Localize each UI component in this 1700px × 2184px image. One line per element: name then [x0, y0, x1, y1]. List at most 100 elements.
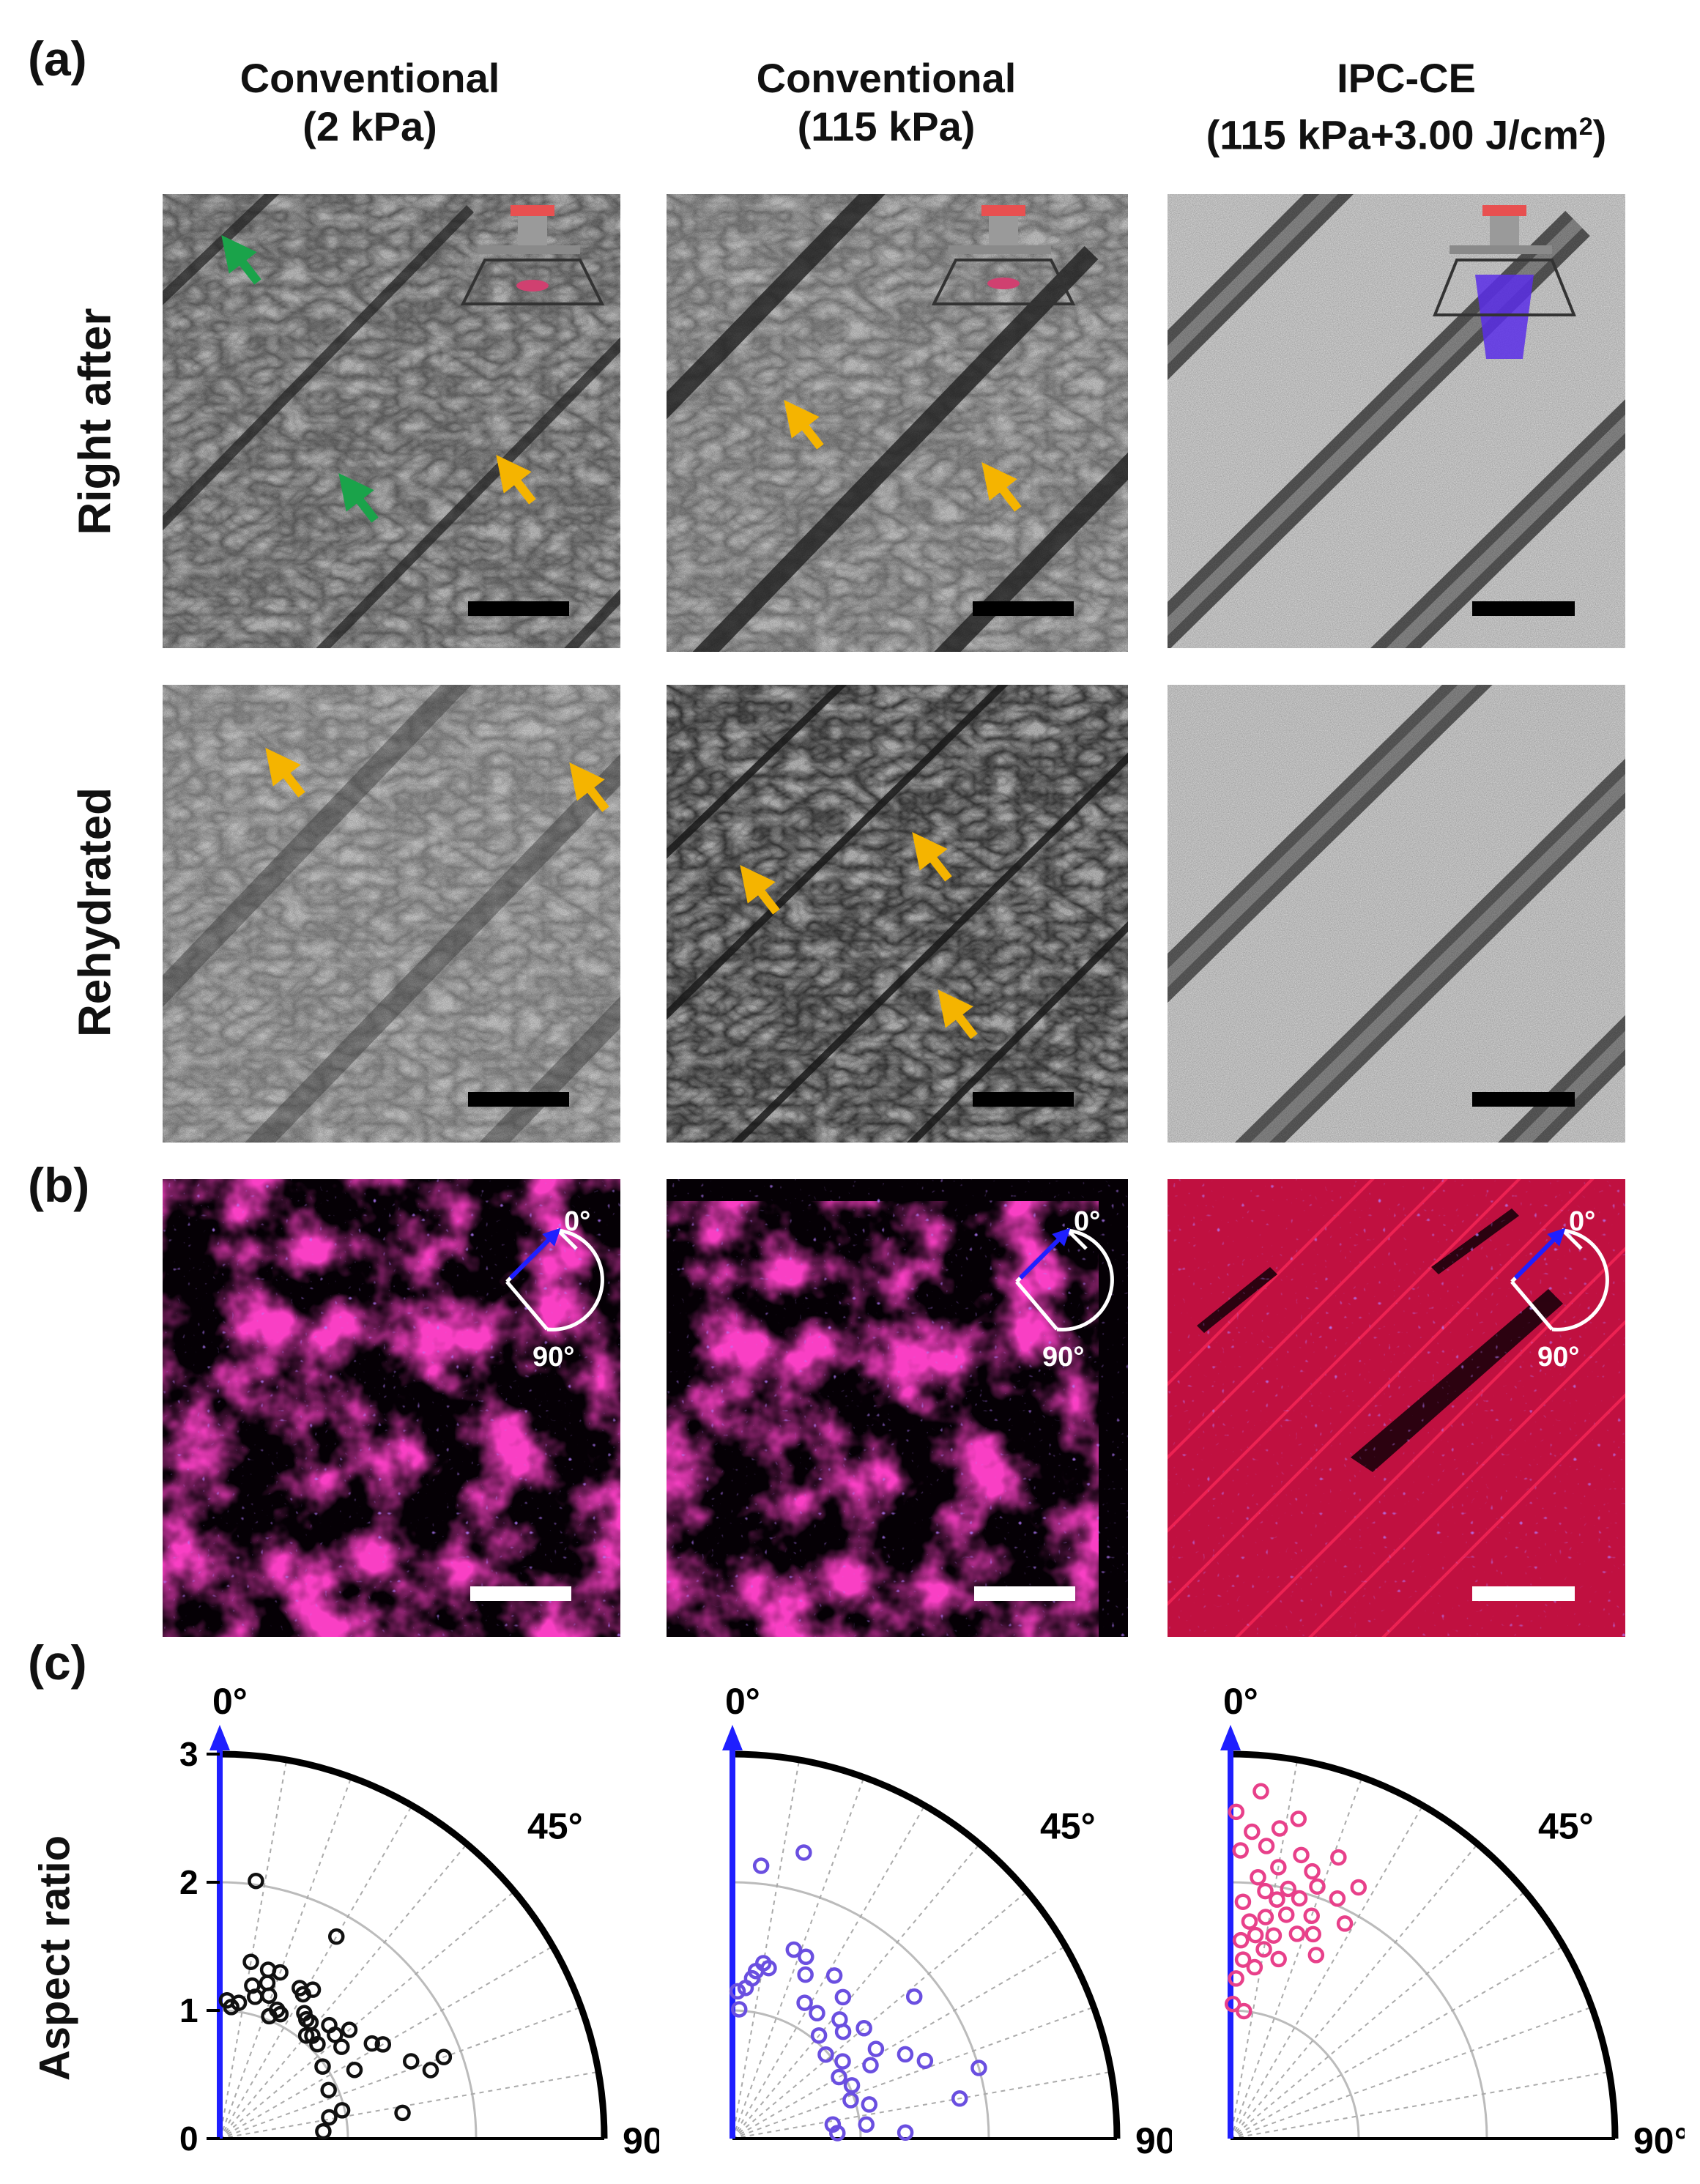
data-point: [1232, 1931, 1250, 1949]
data-point: [1309, 1878, 1326, 1895]
data-point: [1304, 1925, 1322, 1943]
data-point: [834, 2023, 852, 2040]
panel-label-a: (a): [28, 31, 87, 86]
data-point: [1280, 1880, 1296, 1898]
radial-gridline: [732, 2009, 862, 2139]
data-point: [1330, 1849, 1347, 1866]
data-point: [272, 2005, 289, 2023]
data-point: [842, 2092, 859, 2109]
angular-gridline: [219, 1777, 352, 2139]
data-point: [1234, 1951, 1252, 1968]
data-point: [897, 2046, 914, 2063]
data-point: [1257, 1882, 1274, 1900]
fluorescence-ipcce: 0° 90°: [1168, 1179, 1625, 1637]
scale-bar: [1472, 1586, 1575, 1601]
micrograph-conv115-right-after: [667, 194, 1128, 652]
scale-bar: [1472, 1092, 1575, 1107]
data-point: [1336, 1915, 1354, 1932]
angular-gridline: [1230, 2070, 1610, 2139]
data-point: [248, 1872, 264, 1890]
wrinkle-arrow: [912, 832, 952, 882]
angular-gridline: [1230, 1805, 1424, 2139]
data-point: [951, 2090, 968, 2107]
data-point: [297, 2027, 315, 2044]
micrograph-conv2-rehydrated: [163, 685, 620, 1143]
column-heading-2-line1: Conventional: [756, 55, 1017, 101]
angular-gridline: [1230, 1890, 1526, 2139]
column-heading-1-line2: (2 kPa): [302, 103, 437, 149]
angular-gridline: [732, 2006, 1094, 2139]
angle-label-90: 90°: [623, 2120, 659, 2161]
zero-degree-arrowhead: [1220, 1725, 1241, 1750]
angular-gridline: [219, 1805, 413, 2139]
scale-bar: [1472, 601, 1575, 616]
data-point: [1271, 1820, 1288, 1837]
data-point: [333, 2038, 350, 2055]
angular-gridline: [732, 1843, 981, 2139]
data-point: [1265, 1927, 1283, 1944]
column-heading-3-sup: 2: [1578, 113, 1593, 141]
orientation-90-label: 90°: [1042, 1342, 1084, 1373]
data-point: [825, 1967, 843, 1984]
data-point: [897, 2124, 914, 2142]
scale-bar: [974, 1586, 1075, 1601]
data-point: [809, 2005, 825, 2022]
data-point: [834, 2053, 851, 2070]
data-point: [320, 2081, 337, 2099]
data-point: [1269, 1891, 1285, 1908]
data-point: [1247, 1926, 1264, 1944]
polar-chart-3: 0° 45° 90°: [1220, 1681, 1685, 2161]
data-point: [1232, 1842, 1249, 1859]
orientation-90-label: 90°: [532, 1342, 574, 1373]
data-point: [1270, 1859, 1287, 1876]
chart-ylabel: Aspect ratio: [31, 1835, 79, 2081]
data-point: [831, 2068, 847, 2086]
angular-gridline: [1230, 1777, 1363, 2139]
angular-gridline: [219, 2006, 582, 2139]
data-point: [1290, 1810, 1307, 1827]
data-point: [394, 2104, 411, 2122]
row-label-rehydrated: Rehydrated: [70, 787, 121, 1038]
data-point: [1307, 1947, 1325, 1964]
data-point: [795, 1844, 812, 1861]
data-point: [374, 2036, 392, 2053]
scale-bar: [973, 601, 1074, 616]
data-point: [1241, 1913, 1258, 1930]
orientation-0-label: 0°: [1074, 1206, 1100, 1237]
angular-gridline: [219, 1945, 554, 2139]
data-point: [1303, 1907, 1320, 1925]
data-point: [328, 1928, 345, 1945]
micrograph-conv115-rehydrated: [667, 685, 1128, 1143]
data-point: [834, 1988, 852, 2006]
column-heading-3-line1: IPC-CE: [1337, 55, 1476, 101]
data-point: [1228, 1803, 1245, 1821]
data-point: [916, 2052, 934, 2070]
wrinkle-arrow: [784, 400, 824, 450]
wrinkle-arrow: [740, 865, 780, 915]
data-point: [1257, 1909, 1274, 1925]
data-point: [314, 2058, 331, 2075]
data-point: [810, 2027, 828, 2044]
data-point: [867, 2040, 885, 2057]
radial-gridline: [732, 1881, 990, 2139]
data-point: [1244, 1823, 1261, 1841]
data-point: [321, 2109, 338, 2126]
angular-gridline: [219, 1759, 288, 2139]
outer-arc: [219, 1750, 608, 2139]
data-point: [1258, 1838, 1275, 1854]
data-point: [1252, 1783, 1269, 1800]
pressing-device-icon: [460, 205, 605, 305]
data-point: [855, 2020, 872, 2037]
angle-label-0: 0°: [725, 1681, 760, 1722]
orientation-90-label: 90°: [1537, 1342, 1579, 1373]
data-point: [752, 1857, 770, 1874]
data-point: [1236, 2002, 1252, 2020]
scale-bar: [973, 1092, 1074, 1107]
polar-chart-2: 0° 45° 90°: [722, 1681, 1172, 2161]
angle-label-45: 45°: [527, 1806, 583, 1847]
angular-gridline: [732, 1759, 801, 2139]
data-point: [422, 2062, 439, 2079]
outer-arc: [1230, 1750, 1619, 2139]
data-point: [785, 1941, 803, 1958]
uv-curing-device-icon: [1433, 205, 1576, 359]
